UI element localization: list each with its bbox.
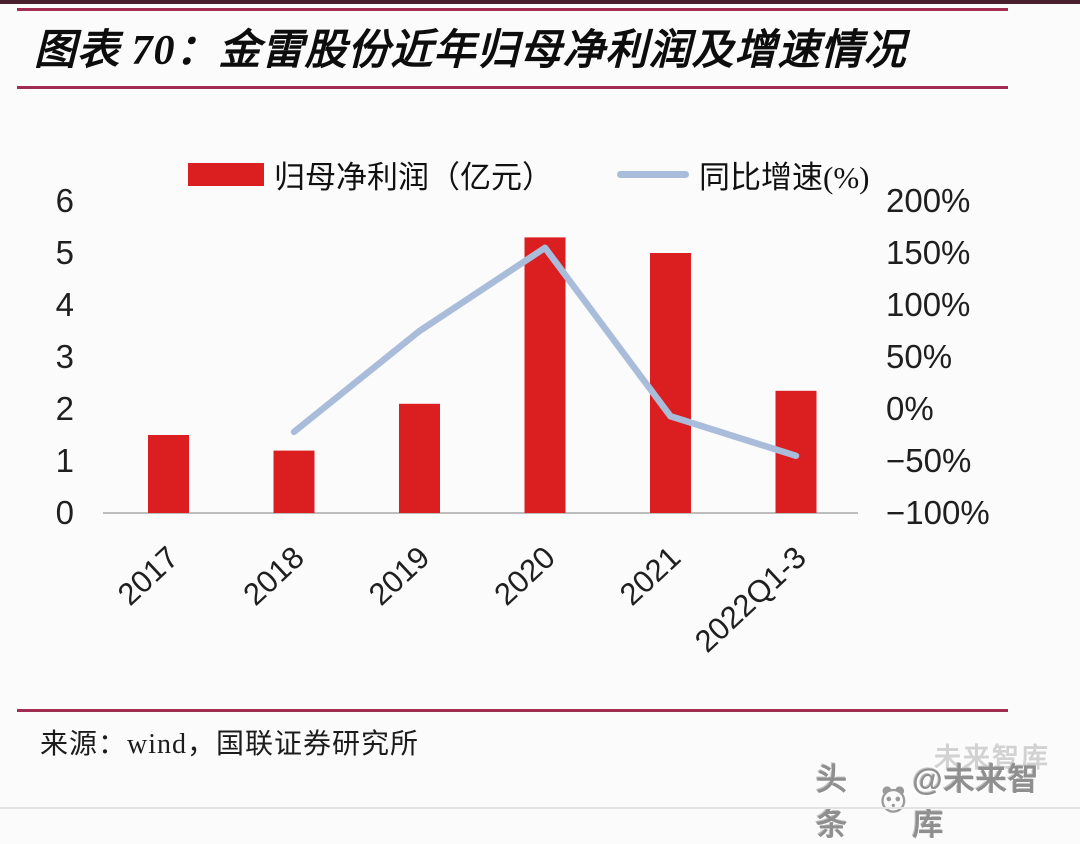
line-series-label: 同比增速(%) (699, 160, 870, 195)
watermark-main: 头条 @未来智库 (816, 754, 1056, 844)
line-series-swatch (617, 171, 689, 178)
right-axis-tick: 200% (886, 182, 970, 219)
right-axis-tick: −50% (886, 442, 971, 479)
bar-2019 (399, 403, 440, 513)
left-axis-tick: 4 (56, 286, 74, 323)
bar-2017 (148, 435, 189, 513)
x-label-2017: 2017 (111, 540, 185, 613)
left-axis-tick: 0 (56, 494, 74, 531)
bar-2020 (524, 237, 566, 513)
left-axis-tick: 1 (56, 442, 74, 479)
watermark-prefix: 头条 (816, 762, 848, 842)
watermark-handle: @未来智库 (912, 762, 1040, 842)
left-axis-tick: 2 (56, 390, 74, 427)
bottom-edge-line (0, 807, 1080, 809)
right-axis-tick: 0% (886, 390, 934, 427)
bar-2018 (273, 450, 315, 513)
header-rule-bottom (17, 86, 1008, 89)
left-axis-tick: 6 (56, 182, 74, 219)
x-label-2022Q1-3: 2022Q1-3 (688, 540, 813, 660)
watermark: 未来智库 头条 @未来智库 (816, 742, 1056, 842)
x-label-2019: 2019 (362, 540, 436, 613)
right-axis-tick: 150% (886, 234, 970, 271)
top-border-line (0, 0, 1080, 4)
source-note: 来源：wind，国联证券研究所 (40, 729, 420, 760)
bar-2021 (650, 253, 691, 513)
bar-series-label: 归母净利润（亿元） (274, 160, 553, 195)
x-label-2020: 2020 (487, 540, 561, 613)
bar-series-swatch (188, 163, 264, 186)
right-axis-tick: −100% (886, 494, 990, 531)
figure-title: 图表 70：金雷股份近年归母净利润及增速情况 (34, 28, 907, 74)
combo-chart: 0 1 2 3 4 5 6 200% 150% 100% 50% 0% −50% −100% 2017 201… (56, 182, 990, 660)
header-rule-top (17, 8, 1008, 11)
right-axis-tick: 50% (886, 338, 952, 375)
footer-rule (17, 709, 1008, 712)
growth-line (290, 244, 800, 460)
chart-legend: 归母净利润（亿元） 同比增速(%) (188, 152, 869, 197)
left-axis-tick: 3 (56, 338, 74, 375)
x-label-2021: 2021 (613, 540, 687, 613)
x-label-2018: 2018 (236, 540, 310, 613)
watermark-ghost-text: 未来智库 (934, 743, 1050, 773)
left-axis-tick: 5 (56, 234, 74, 271)
right-axis-tick: 100% (886, 286, 970, 323)
